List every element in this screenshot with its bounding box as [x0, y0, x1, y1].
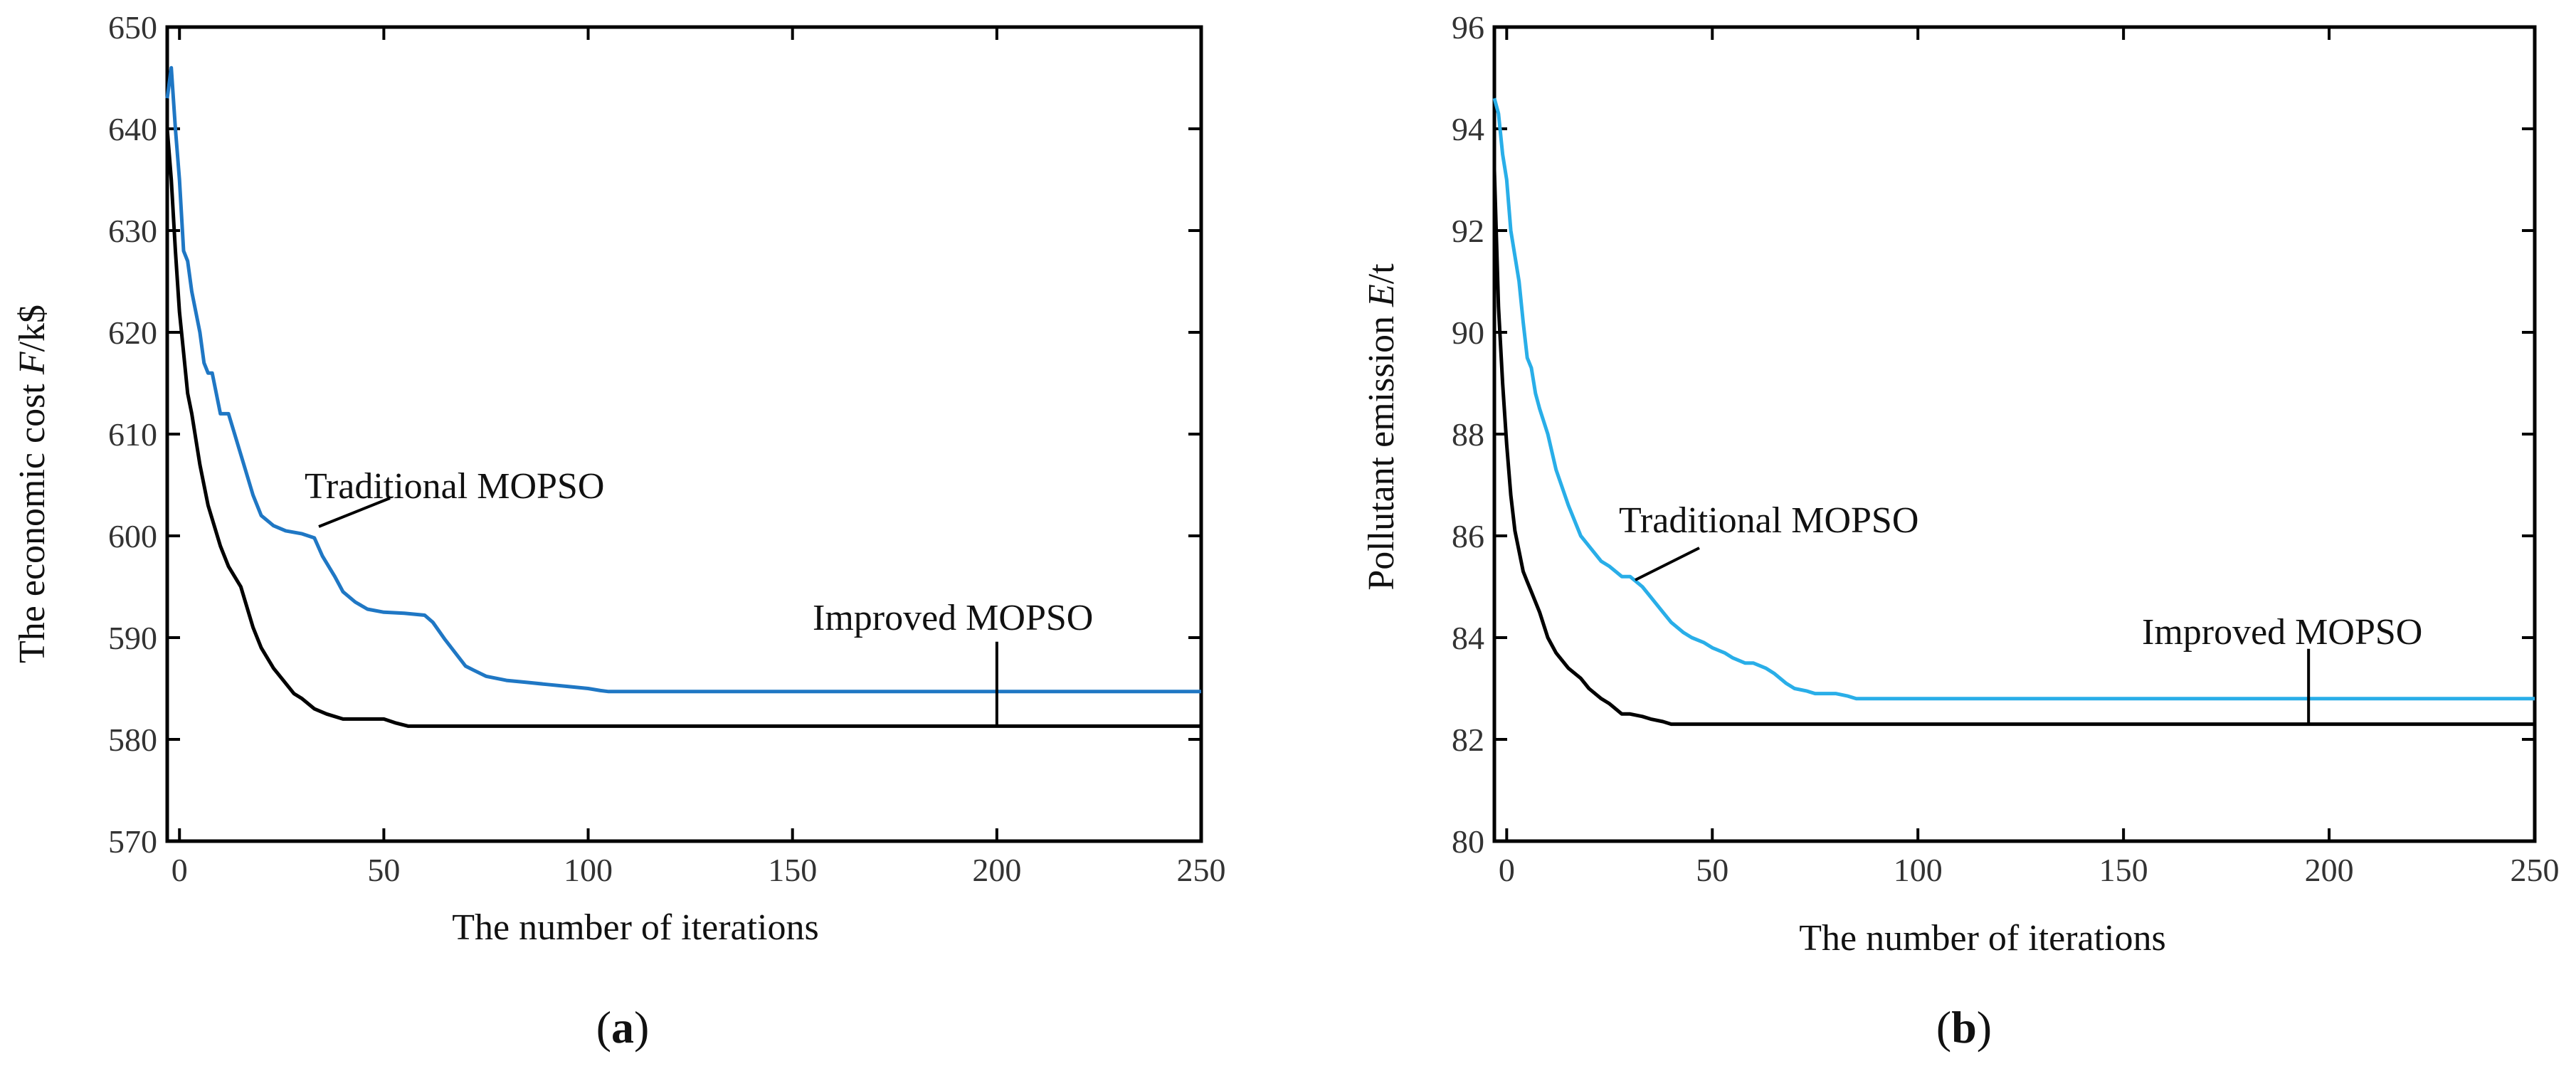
- panel-b-xlabel: The number of iterations: [1799, 918, 2166, 959]
- panel-b-series-improved-mopso: [1492, 169, 2535, 727]
- panel-a-y-tick-label: 650: [108, 9, 157, 46]
- panel-b-annotation-improved: Improved MOPSO: [2142, 612, 2422, 653]
- panel-b-y-tick-label: 86: [1452, 518, 1484, 554]
- panel-a-x-tick-label: 250: [1177, 852, 1226, 888]
- panel-b-ylabel: Pollutant emission E/t: [1361, 263, 1402, 591]
- panel-a-xlabel: The number of iterations: [452, 907, 819, 948]
- panel-b-label: (b): [1936, 1002, 1992, 1052]
- panel-b-series-traditional-mopso: [1492, 97, 2535, 701]
- panel-b-y-tick-label: 88: [1452, 416, 1484, 453]
- panel-a-ylabel: The economic cost F/k$: [12, 305, 53, 663]
- panel-b-x-tick-label: 200: [2305, 852, 2354, 888]
- panel-a-y-tick-label: 630: [108, 213, 157, 249]
- panel-a-x-tick-label: 0: [171, 852, 188, 888]
- panel-b-x-tick-label: 50: [1696, 852, 1728, 888]
- panel-a-series-traditional-mopso: [165, 65, 1201, 694]
- panel-b-y-tick-label: 90: [1452, 315, 1484, 351]
- panel-b-x-tick-label: 150: [2099, 852, 2148, 888]
- panel-a-y-tick-label: 580: [108, 722, 157, 758]
- panel-a-y-tick-label: 590: [108, 620, 157, 656]
- panel-b: Pollutant emission E/t The number of ite…: [1361, 263, 2422, 1052]
- panel-a: The economic cost F/k$ The number of ite…: [12, 305, 1093, 1052]
- panel-b-y-tick-label: 96: [1452, 9, 1484, 46]
- panel-a-annotation-traditional: Traditional MOPSO: [305, 466, 604, 507]
- panel-a-plot-frame: [165, 25, 1203, 843]
- panel-a-y-tick-label: 570: [108, 823, 157, 860]
- panel-a-annotation-improved: Improved MOPSO: [813, 598, 1093, 638]
- panel-b-annotation-traditional: Traditional MOPSO: [1619, 500, 1918, 541]
- panel-a-annotation-traditional-leader: [318, 497, 391, 528]
- panel-b-x-tick-label: 250: [2511, 852, 2560, 888]
- panel-a-y-tick-label: 610: [108, 416, 157, 453]
- panel-a-x-tick-label: 150: [768, 852, 817, 888]
- panel-b-annotation-traditional-leader: [1635, 547, 1700, 581]
- panel-a-x-tick-label: 200: [972, 852, 1021, 888]
- panel-b-y-tick-label: 92: [1452, 213, 1484, 249]
- panel-a-label: (a): [596, 1002, 650, 1052]
- panel-a-x-tick-label: 100: [564, 852, 613, 888]
- panel-b-y-tick-label: 94: [1452, 111, 1484, 147]
- panel-a-y-tick-label: 640: [108, 111, 157, 147]
- panel-b-y-tick-label: 82: [1452, 722, 1484, 758]
- panel-a-x-tick-label: 50: [367, 852, 400, 888]
- panel-b-x-tick-label: 100: [1894, 852, 1943, 888]
- panel-b-y-tick-label: 84: [1452, 620, 1484, 656]
- panel-b-x-tick-label: 0: [1499, 852, 1515, 888]
- panel-b-y-tick-label: 80: [1452, 823, 1484, 860]
- panel-a-series-improved-mopso: [165, 128, 1201, 728]
- panel-a-y-tick-label: 600: [108, 518, 157, 554]
- panel-a-y-tick-label: 620: [108, 315, 157, 351]
